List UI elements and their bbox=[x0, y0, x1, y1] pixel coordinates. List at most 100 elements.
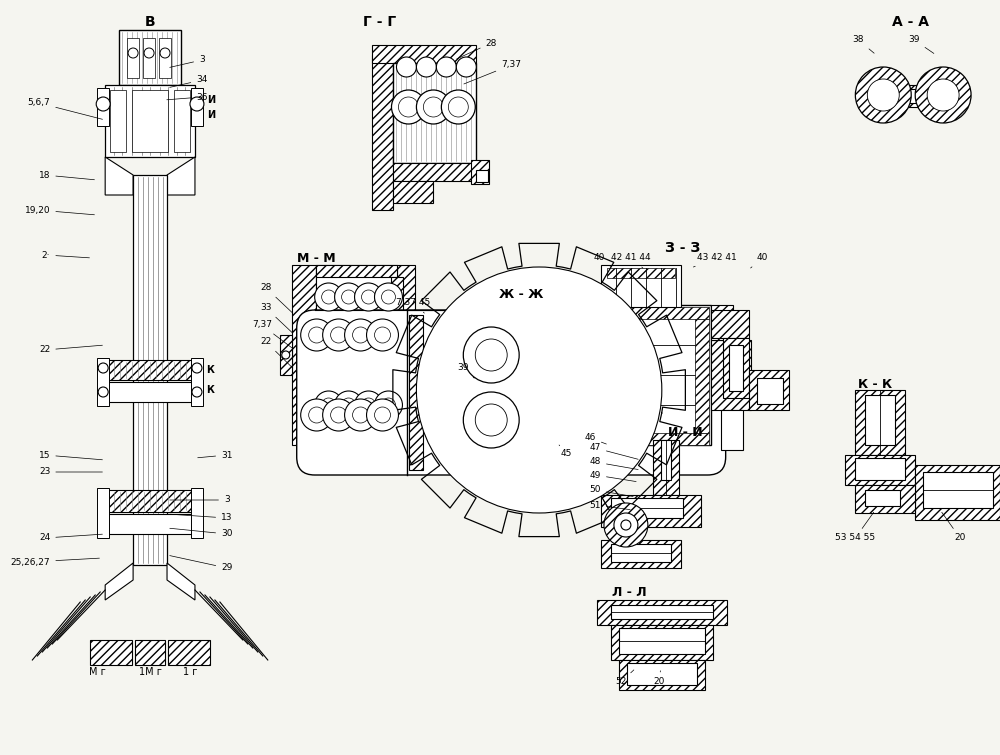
Text: Ж - Ж: Ж - Ж bbox=[499, 288, 543, 301]
Circle shape bbox=[192, 363, 202, 373]
Bar bbox=[191, 358, 203, 406]
Circle shape bbox=[614, 513, 638, 537]
Circle shape bbox=[98, 363, 108, 373]
Bar bbox=[119, 30, 181, 85]
Text: 1М г: 1М г bbox=[139, 667, 162, 677]
Text: К: К bbox=[206, 385, 214, 395]
Bar bbox=[619, 628, 705, 654]
Text: 25,26,27: 25,26,27 bbox=[11, 557, 99, 566]
Circle shape bbox=[331, 407, 347, 423]
Bar bbox=[865, 395, 895, 445]
Circle shape bbox=[475, 339, 507, 371]
Bar bbox=[316, 265, 397, 445]
Bar bbox=[97, 488, 109, 538]
Text: 22: 22 bbox=[39, 345, 102, 355]
Text: 13: 13 bbox=[170, 513, 233, 522]
Bar bbox=[174, 90, 190, 152]
Text: В: В bbox=[145, 15, 155, 29]
Bar bbox=[393, 181, 433, 203]
Bar bbox=[97, 88, 109, 126]
Bar bbox=[316, 433, 397, 445]
FancyBboxPatch shape bbox=[297, 310, 726, 475]
Circle shape bbox=[355, 283, 383, 311]
Text: 43 42 41: 43 42 41 bbox=[693, 254, 737, 267]
Bar bbox=[372, 55, 393, 210]
Bar bbox=[661, 440, 671, 480]
Text: 47: 47 bbox=[590, 443, 638, 459]
Text: ЛОРЕСТ: ЛОРЕСТ bbox=[329, 353, 673, 427]
Circle shape bbox=[398, 97, 418, 117]
Bar bbox=[611, 498, 683, 518]
Circle shape bbox=[867, 79, 899, 111]
Circle shape bbox=[621, 520, 631, 530]
Bar bbox=[397, 265, 415, 445]
Circle shape bbox=[301, 319, 333, 351]
Bar bbox=[723, 338, 749, 398]
Circle shape bbox=[375, 327, 390, 343]
Bar bbox=[711, 340, 751, 410]
Text: 39: 39 bbox=[458, 363, 474, 378]
Bar bbox=[611, 625, 713, 660]
Text: З - З: З - З bbox=[665, 241, 700, 255]
Text: 50: 50 bbox=[589, 485, 633, 497]
Circle shape bbox=[315, 391, 343, 419]
Circle shape bbox=[375, 283, 402, 311]
Circle shape bbox=[345, 319, 377, 351]
Bar bbox=[471, 160, 489, 184]
Bar bbox=[711, 310, 749, 338]
Bar bbox=[601, 265, 681, 307]
Circle shape bbox=[322, 398, 336, 412]
Circle shape bbox=[367, 319, 398, 351]
Bar bbox=[855, 390, 905, 455]
Circle shape bbox=[396, 57, 416, 77]
Circle shape bbox=[915, 67, 971, 123]
Text: Л - Л: Л - Л bbox=[612, 585, 646, 599]
Bar bbox=[168, 640, 210, 665]
Text: 48: 48 bbox=[590, 458, 638, 470]
Text: И: И bbox=[207, 95, 215, 105]
Bar bbox=[280, 335, 292, 375]
Text: 28: 28 bbox=[260, 283, 293, 313]
Bar bbox=[159, 38, 171, 78]
Circle shape bbox=[362, 398, 376, 412]
Bar bbox=[477, 378, 505, 415]
Bar bbox=[915, 465, 1000, 520]
Text: 53 54 55: 53 54 55 bbox=[835, 512, 875, 543]
Bar bbox=[105, 382, 197, 402]
Text: 20: 20 bbox=[653, 670, 665, 686]
Circle shape bbox=[436, 57, 456, 77]
Bar bbox=[904, 85, 922, 107]
Circle shape bbox=[331, 327, 347, 343]
Circle shape bbox=[416, 267, 662, 513]
Text: 34: 34 bbox=[170, 76, 208, 88]
Text: 1 г: 1 г bbox=[183, 667, 197, 677]
Bar bbox=[105, 514, 197, 534]
Text: 40: 40 bbox=[593, 254, 611, 267]
Circle shape bbox=[96, 97, 110, 111]
Bar bbox=[855, 458, 905, 480]
Text: 18: 18 bbox=[39, 171, 94, 180]
Text: 49: 49 bbox=[590, 470, 636, 482]
Text: 3: 3 bbox=[170, 56, 205, 67]
Circle shape bbox=[192, 387, 202, 397]
Text: К: К bbox=[206, 365, 214, 375]
Circle shape bbox=[382, 398, 395, 412]
Text: И - И: И - И bbox=[668, 426, 703, 439]
Text: 22: 22 bbox=[261, 337, 293, 368]
Circle shape bbox=[342, 398, 356, 412]
Circle shape bbox=[345, 399, 377, 431]
Polygon shape bbox=[167, 157, 195, 195]
Circle shape bbox=[323, 399, 355, 431]
Circle shape bbox=[362, 290, 376, 304]
Circle shape bbox=[355, 391, 383, 419]
Bar bbox=[191, 88, 203, 126]
Circle shape bbox=[456, 57, 476, 77]
Text: М - М: М - М bbox=[297, 251, 336, 264]
Bar bbox=[105, 360, 197, 380]
Bar bbox=[627, 663, 697, 685]
Bar bbox=[729, 345, 743, 391]
Circle shape bbox=[463, 392, 519, 448]
Bar bbox=[476, 170, 488, 182]
Circle shape bbox=[301, 399, 333, 431]
Text: 31: 31 bbox=[198, 451, 233, 460]
